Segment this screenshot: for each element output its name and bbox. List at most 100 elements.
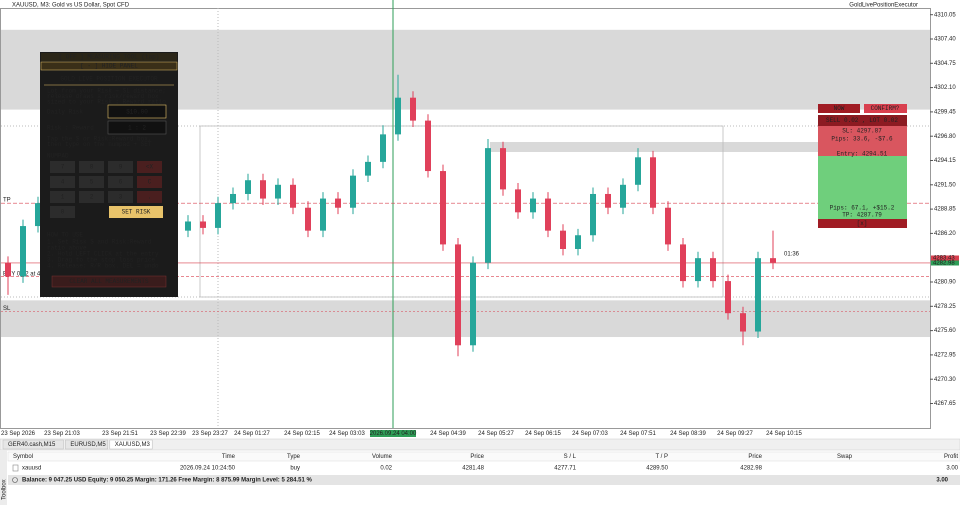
time-label: 24 Sep 06:15 xyxy=(525,431,561,437)
expert-name: GoldLivePositionExecutor xyxy=(849,3,918,9)
chart-tab[interactable] xyxy=(2,439,64,450)
hide-button[interactable] xyxy=(40,61,178,71)
candle-body xyxy=(395,97,401,135)
sr-zone xyxy=(1,300,930,338)
numpad-key-label: . xyxy=(148,194,152,201)
toolbox-label: Toolbox xyxy=(2,479,8,500)
risk-input[interactable] xyxy=(107,104,167,119)
candle-body xyxy=(500,148,506,190)
row-icon xyxy=(12,464,19,472)
numpad-key[interactable] xyxy=(137,161,162,173)
numpad-key[interactable] xyxy=(109,206,163,218)
confirm-label: CONFIRM? xyxy=(871,105,900,112)
numpad-key-label: 8 xyxy=(90,164,94,171)
price-tick-label: 4267.65 xyxy=(934,401,956,407)
numpad-key[interactable] xyxy=(108,176,133,188)
numpad-key[interactable] xyxy=(137,176,162,188)
time-label: 23 Sep 22:39 xyxy=(150,431,186,437)
intro-line: Lot from your Risk ÷ SL distance; xyxy=(47,88,166,95)
numpad-key[interactable] xyxy=(79,161,104,173)
chart-tab[interactable] xyxy=(109,439,153,450)
table-header-bg xyxy=(7,451,960,462)
tool-panel: [ OFF ] MEASURING TOOL (tap) [ - ] HIDE P… xyxy=(40,52,178,297)
measure-strip xyxy=(490,142,820,152)
numpad-key-label: SET RISK xyxy=(122,209,151,216)
candle-body xyxy=(5,262,11,277)
chart-tab[interactable] xyxy=(65,439,109,450)
confirm-button[interactable] xyxy=(864,104,907,113)
column-header: T / P xyxy=(655,454,668,460)
candle-body xyxy=(20,226,26,277)
measure-toggle[interactable] xyxy=(41,53,177,61)
numpad-key-label: 9 xyxy=(119,164,123,171)
table-cell: 4289.50 xyxy=(646,466,668,472)
trade-text: Pips: 33.6, -$7.6 xyxy=(831,136,893,143)
numpad-key[interactable] xyxy=(50,206,75,218)
candle-body xyxy=(620,184,626,208)
price-tick-label: 4280.90 xyxy=(934,280,956,286)
candle-body xyxy=(545,198,551,231)
candle-body xyxy=(305,207,311,231)
numpad-key[interactable] xyxy=(108,161,133,173)
howto-line: 4. Release: R/R box. DEL = undo xyxy=(47,263,159,270)
time-label: 24 Sep 03:03 xyxy=(329,431,365,437)
candle-body xyxy=(245,180,251,194)
now-button[interactable] xyxy=(818,104,860,113)
candle-body xyxy=(275,184,281,199)
trade-header-label: SELL 0.02 , LOT 0.02 xyxy=(826,117,898,124)
now-label: NOW xyxy=(834,105,845,112)
column-header: Price xyxy=(470,454,484,460)
tabs-bg xyxy=(0,438,960,451)
trade-text: SL: 4297.87 xyxy=(842,128,882,135)
numpad-key[interactable] xyxy=(79,191,104,203)
intro-line: release draws a risk/reward box xyxy=(47,93,159,100)
risk-zone xyxy=(818,126,907,156)
column-header: Volume xyxy=(372,454,393,460)
trade-header xyxy=(818,115,907,126)
time-label: 24 Sep 02:15 xyxy=(284,431,320,437)
column-header: Symbol xyxy=(13,454,33,460)
candle-body xyxy=(605,193,611,208)
countdown: 01:36 xyxy=(784,252,800,258)
candle-body xyxy=(215,203,221,228)
price-tick-label: 4291.50 xyxy=(934,182,956,188)
close-button[interactable] xyxy=(818,219,907,228)
time-label: 24 Sep 08:39 xyxy=(670,431,706,437)
time-label: 24 Sep 07:51 xyxy=(620,431,656,437)
clear-button[interactable] xyxy=(51,275,167,288)
candle-body xyxy=(575,235,581,249)
column-header: Swap xyxy=(837,454,853,460)
price-tick-label: 4294.15 xyxy=(934,158,956,164)
howto-line: 3. Drag to the stop loss price xyxy=(47,257,155,264)
rr-input[interactable] xyxy=(107,120,167,135)
level-label: SL xyxy=(3,306,11,312)
trade-box: NOW CONFIRM? SELL 0.02 , LOT 0.02 SL: 4297.… xyxy=(818,104,907,228)
price-tick-label: 4288.85 xyxy=(934,207,956,213)
candle-body xyxy=(260,180,266,199)
numpad-key[interactable] xyxy=(79,176,104,188)
trade-text: Entry: 4294.51 xyxy=(837,151,888,158)
numpad-key-label: 3 xyxy=(119,194,123,201)
numpad-key-label: 1 xyxy=(61,194,65,201)
candle-body xyxy=(440,171,446,245)
rr-label: Risk : Reward xyxy=(47,125,94,132)
numpad-key-label: C xyxy=(148,179,152,186)
time-label: 23 Sep 2026 xyxy=(1,431,36,437)
numpad-key[interactable] xyxy=(50,191,75,203)
time-label: 24 Sep 04:39 xyxy=(430,431,466,437)
candle-body xyxy=(425,120,431,172)
numpad-key[interactable] xyxy=(108,191,133,203)
balance-text: Balance: 9 047.25 USD Equity: 9 050.25 M… xyxy=(22,478,312,484)
chart-tab-label: XAUUSD,M3 xyxy=(115,442,151,448)
price-tick-label: 4272.95 xyxy=(934,352,956,358)
candle-body xyxy=(515,189,521,213)
table-cell: 0.02 xyxy=(380,466,392,472)
numpad-key[interactable] xyxy=(137,191,162,203)
numpad-key[interactable] xyxy=(50,176,75,188)
measure-box xyxy=(199,125,724,298)
howto-line: 2. Hold LEFT CLICK at the entry xyxy=(47,251,159,258)
candle-body xyxy=(680,244,686,282)
panel-title: GOLD LIVE POSITION EXECUTOR xyxy=(60,76,158,83)
numpad-key[interactable] xyxy=(50,161,75,173)
